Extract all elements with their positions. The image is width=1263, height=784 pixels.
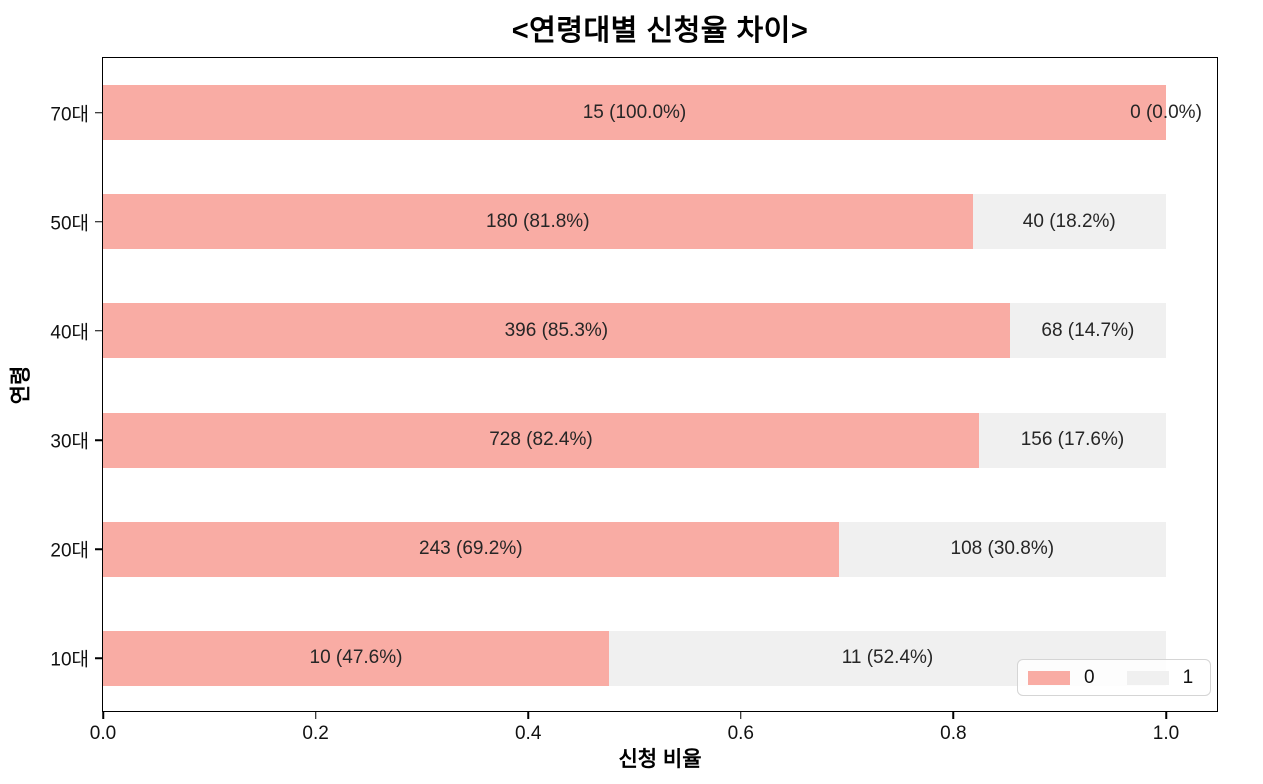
y-tick-label: 70대 — [50, 104, 89, 126]
bar-value-label: 10 (47.6%) — [309, 647, 403, 669]
legend-entry-1: 1 — [1126, 666, 1194, 689]
legend-entry-0: 0 — [1028, 667, 1095, 689]
bar-segment-0 — [103, 630, 609, 686]
bar-segment-0 — [103, 521, 839, 577]
x-tick-label: 0.4 — [514, 723, 542, 744]
y-axis-label: 연령 — [9, 365, 33, 404]
y-tick-label: 50대 — [50, 213, 89, 235]
bar-value-label: 11 (52.4%) — [841, 647, 934, 669]
x-tick-label: 0.6 — [727, 723, 755, 744]
y-tick — [95, 548, 103, 550]
bar-row: 180 (81.8%) 40 (18.2%) — [103, 194, 1166, 250]
bar-segment-0 — [103, 303, 1010, 359]
x-tick — [102, 711, 104, 719]
bar-value-label: 108 (30.8%) — [950, 538, 1055, 560]
y-tick — [95, 657, 103, 660]
plot-area: 0 1 15 (100.0%) 0 (0.0%) 70대 180 (81.8%) 40 … — [50, 57, 1218, 744]
bar-row: 10 (47.6%) 11 (52.4%) — [103, 630, 1166, 686]
y-tick — [95, 111, 103, 114]
x-tick-label: 0.2 — [302, 723, 329, 744]
bar-value-label: 180 (81.8%) — [486, 210, 590, 232]
x-tick — [527, 711, 529, 719]
bar-row: 15 (100.0%) 0 (0.0%) — [103, 85, 1202, 141]
y-tick-label: 20대 — [50, 540, 89, 562]
bar-value-label: 0 (0.0%) — [1130, 101, 1202, 123]
x-tick — [952, 711, 955, 719]
bar-segment-1 — [978, 412, 1166, 468]
y-tick — [95, 221, 103, 223]
chart-title: <연령대별 신청율 차이> — [511, 15, 809, 47]
y-tick-label: 40대 — [50, 322, 89, 344]
bar-value-label: 68 (14.7%) — [1041, 319, 1135, 341]
bar-value-label: 15 (100.0%) — [582, 101, 687, 123]
bar-segment-1 — [972, 194, 1166, 250]
x-tick-label: 0.0 — [89, 723, 117, 744]
bar-row: 243 (69.2%) 108 (30.8%) — [103, 521, 1166, 577]
x-axis-label: 신청 비율 — [618, 748, 702, 771]
x-tick-label: 0.8 — [940, 723, 967, 744]
bar-value-label: 40 (18.2%) — [1022, 210, 1116, 232]
bar-value-label: 156 (17.6%) — [1020, 429, 1125, 451]
x-tick-label: 1.0 — [1152, 723, 1180, 744]
bar-value-label: 396 (85.3%) — [504, 319, 609, 341]
bar-segment-0 — [103, 194, 973, 250]
legend-label-1: 1 — [1182, 666, 1194, 688]
x-tick — [1165, 711, 1167, 719]
bar-segment-1 — [1009, 303, 1166, 359]
bar-row: 728 (82.4%) 156 (17.6%) — [103, 412, 1166, 468]
x-tick — [740, 711, 742, 719]
y-axis-label-wrap: 연령 — [2, 57, 36, 712]
legend-label-0: 0 — [1084, 666, 1095, 688]
x-tick — [314, 711, 317, 719]
y-tick-label: 10대 — [50, 649, 89, 671]
bar-segment-1 — [838, 521, 1166, 577]
y-tick — [95, 439, 103, 441]
legend: 0 1 — [1017, 659, 1211, 696]
bar-segment-0 — [103, 85, 1166, 141]
bar-row: 396 (85.3%) 68 (14.7%) — [103, 303, 1166, 359]
y-tick — [95, 330, 103, 332]
bar-segment-0 — [103, 412, 979, 468]
bar-value-label: 728 (82.4%) — [489, 429, 593, 451]
y-tick-label: 30대 — [50, 431, 89, 453]
legend-swatch-1 — [1126, 670, 1169, 685]
legend-swatch-0 — [1028, 670, 1070, 685]
bar-value-label: 243 (69.2%) — [419, 538, 523, 560]
